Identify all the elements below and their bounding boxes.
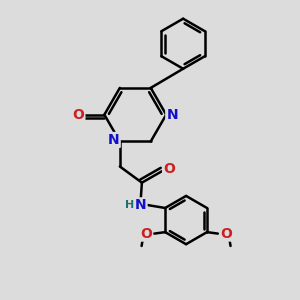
Text: N: N	[135, 198, 146, 212]
Text: O: O	[140, 226, 152, 241]
Text: O: O	[163, 162, 175, 176]
Text: N: N	[108, 133, 120, 147]
Text: H: H	[124, 200, 134, 210]
Text: O: O	[220, 226, 232, 241]
Text: O: O	[73, 108, 84, 122]
Text: N: N	[166, 108, 178, 122]
